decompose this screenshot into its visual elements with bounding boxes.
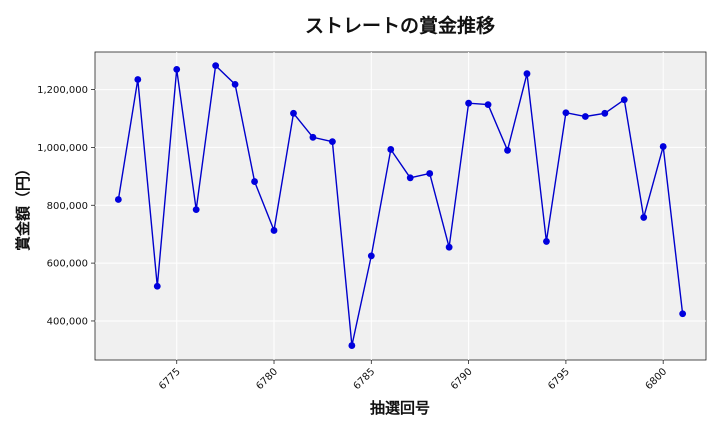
data-point: [212, 62, 220, 69]
data-point: [153, 282, 161, 290]
y-axis-ticks: 400,000 600,000 800,000 1,000,000 1,200,000: [37, 85, 95, 327]
data-point: [426, 170, 434, 177]
data-point: [484, 101, 492, 109]
data-point: [659, 143, 667, 150]
data-point: [406, 174, 414, 182]
x-tick-label: 6800: [644, 366, 670, 392]
y-tick-label: 600,000: [47, 259, 88, 270]
data-point: [445, 243, 453, 251]
x-tick-label: 6795: [546, 366, 572, 392]
x-tick-label: 6785: [352, 366, 378, 392]
y-tick-label: 1,000,000: [37, 143, 88, 154]
y-tick-label: 400,000: [47, 316, 88, 327]
data-point: [387, 146, 395, 153]
data-point: [465, 99, 473, 107]
data-point: [640, 214, 648, 221]
x-tick-label: 6775: [157, 366, 183, 392]
x-axis-label: 抽選回号: [370, 399, 430, 417]
x-tick-label: 6790: [449, 366, 475, 392]
data-point: [543, 238, 550, 245]
data-point: [231, 80, 239, 88]
data-point: [192, 206, 200, 214]
data-point: [679, 310, 687, 318]
data-point: [367, 252, 375, 260]
chart-title: ストレートの賞金推移: [305, 14, 495, 37]
data-point: [328, 138, 336, 146]
y-tick-label: 800,000: [47, 201, 88, 212]
data-point: [601, 109, 609, 117]
grid: [95, 52, 706, 360]
x-axis-ticks: 6775 6780 6785 6790 6795 6800: [157, 360, 669, 392]
data-point: [290, 109, 297, 117]
data-point: [562, 109, 570, 117]
data-point: [504, 146, 511, 154]
x-tick-label: 6780: [254, 366, 280, 392]
series-layer: [114, 62, 687, 349]
data-point: [309, 133, 317, 141]
plot-area: [94, 51, 707, 361]
data-point: [134, 76, 142, 83]
y-axis-label: 賞金額（円）: [14, 161, 32, 251]
y-tick-label: 1,200,000: [37, 85, 88, 96]
data-point: [173, 65, 181, 73]
data-point: [251, 178, 258, 185]
data-point: [581, 113, 589, 120]
data-point: [270, 227, 278, 234]
data-point: [620, 96, 628, 104]
data-point: [348, 342, 356, 349]
data-point: [114, 196, 122, 203]
data-point: [523, 70, 531, 78]
